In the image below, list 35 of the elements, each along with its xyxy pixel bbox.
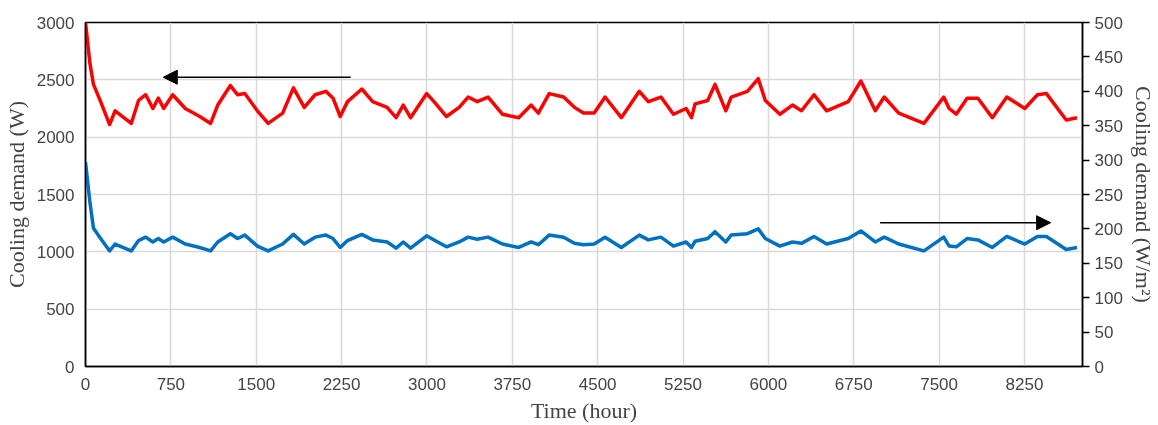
x-tick-label: 5250 (664, 374, 702, 394)
x-tick-label: 750 (156, 374, 186, 394)
y2-tick-label: 400 (1094, 82, 1123, 102)
y2-tick-label: 200 (1094, 219, 1123, 239)
y2-tick-label: 50 (1094, 323, 1114, 343)
x-tick-label: 7500 (920, 374, 959, 394)
y2-tick-label: 500 (1094, 13, 1123, 33)
y-tick-label: 3000 (36, 13, 75, 33)
x-axis-title: Time (hour) (530, 397, 638, 423)
y2-axis-title: Cooling demand (W/m²) (1130, 86, 1156, 303)
x-tick-label: 1500 (237, 374, 276, 394)
y-tick-label: 2000 (36, 128, 75, 148)
y2-tick-label: 0 (1094, 357, 1104, 377)
y-tick-label: 0 (65, 357, 75, 377)
y-tick-label: 1000 (36, 242, 75, 262)
line-series (85, 160, 1079, 253)
y2-tick-label: 350 (1094, 116, 1123, 136)
x-tick-label: 2250 (322, 374, 361, 394)
x-tick-label: 3750 (493, 374, 532, 394)
y-axis-title: Cooling demand (W) (3, 101, 29, 288)
x-tick-label: 4500 (578, 374, 617, 394)
y2-tick-label: 250 (1094, 185, 1123, 205)
x-tick-label: 6000 (749, 374, 788, 394)
x-tick-label: 3000 (408, 374, 446, 394)
x-tick-label: 8250 (1005, 374, 1044, 394)
y2-tick-label: 300 (1094, 151, 1123, 171)
line-series (85, 22, 1079, 127)
y2-tick-label: 150 (1094, 254, 1123, 274)
y-tick-label: 1500 (36, 185, 75, 205)
x-tick-label: 6750 (834, 374, 873, 394)
x-tick-label: 0 (80, 374, 91, 394)
y2-tick-label: 450 (1094, 47, 1123, 67)
y2-tick-label: 100 (1094, 288, 1123, 308)
y-tick-label: 500 (46, 300, 75, 320)
y-tick-label: 2500 (36, 70, 75, 90)
